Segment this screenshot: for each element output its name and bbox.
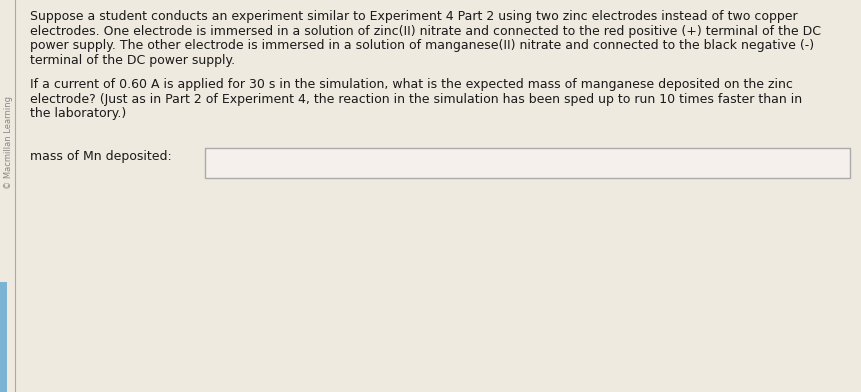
Bar xyxy=(205,147,850,178)
Text: mass of Mn deposited:: mass of Mn deposited: xyxy=(30,149,171,163)
Text: © Macmillan Learning: © Macmillan Learning xyxy=(4,96,14,189)
Text: If a current of 0.60 A is applied for 30 s in the simulation, what is the expect: If a current of 0.60 A is applied for 30… xyxy=(30,78,793,91)
Text: electrode? (Just as in Part 2 of Experiment 4, the reaction in the simulation ha: electrode? (Just as in Part 2 of Experim… xyxy=(30,93,802,105)
Text: the laboratory.): the laboratory.) xyxy=(30,107,127,120)
Text: terminal of the DC power supply.: terminal of the DC power supply. xyxy=(30,53,235,67)
Text: electrodes. One electrode is immersed in a solution of zinc(II) nitrate and conn: electrodes. One electrode is immersed in… xyxy=(30,25,821,38)
Text: power supply. The other electrode is immersed in a solution of manganese(II) nit: power supply. The other electrode is imm… xyxy=(30,39,815,52)
Text: Suppose a student conducts an experiment similar to Experiment 4 Part 2 using tw: Suppose a student conducts an experiment… xyxy=(30,10,797,23)
Bar xyxy=(0,282,7,392)
